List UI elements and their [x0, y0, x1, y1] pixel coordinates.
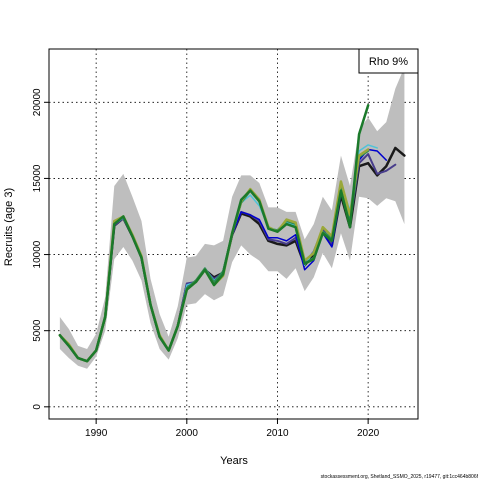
confidence-band: [59, 67, 405, 369]
y-tick-label-0: 0: [32, 404, 43, 410]
x-tick-label-2000: 2000: [176, 428, 199, 439]
series-line-7: [58, 104, 370, 363]
y-tick-label-15000: 15000: [32, 164, 43, 192]
legend-box: Rho 9%: [358, 48, 419, 74]
x-tick-label-2020: 2020: [357, 428, 380, 439]
x-tick-label-1990: 1990: [85, 428, 108, 439]
footer-attribution: stockassessment.org, Shetland_SSMO_2025,…: [321, 474, 479, 480]
x-axis-title: Years: [220, 455, 248, 467]
axes-layer: 1990 2000 2010 2020 0 5000 10000 15000 20000: [32, 88, 380, 439]
confidence-band-layer: [59, 67, 405, 369]
x-tick-label-2010: 2010: [266, 428, 289, 439]
y-tick-label-10000: 10000: [32, 240, 43, 268]
legend-label: Rho 9%: [369, 56, 408, 68]
legend-frame: [358, 48, 419, 74]
y-axis-title: Recruits (age 3): [3, 188, 15, 266]
y-tick-label-5000: 5000: [32, 319, 43, 342]
series-lines-layer: [58, 104, 406, 363]
y-tick-label-20000: 20000: [32, 88, 43, 116]
plot-frame: [48, 48, 419, 420]
